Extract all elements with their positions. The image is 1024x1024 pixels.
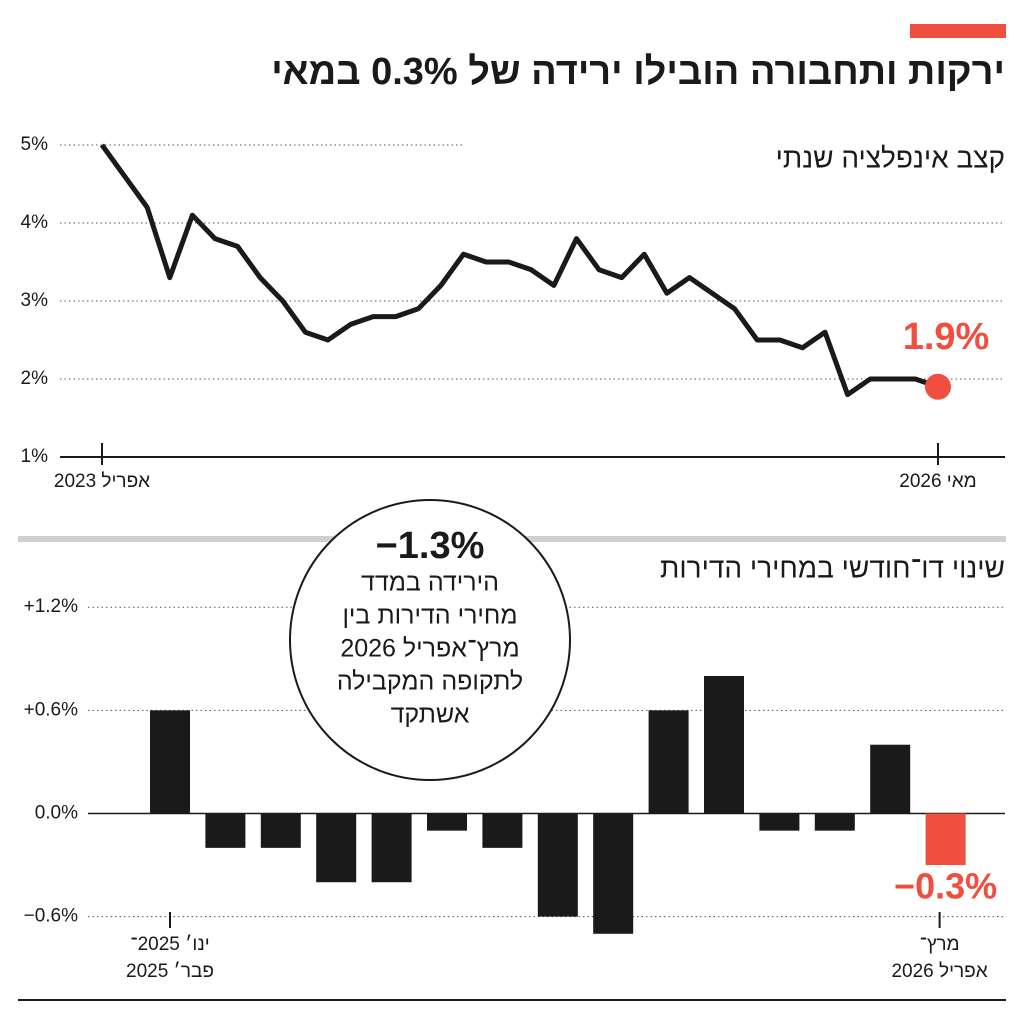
x-tick-label: אפריל 2023	[54, 471, 150, 492]
y-tick-label: 1%	[21, 446, 49, 467]
chart-title: קצב אינפלציה שנתי	[776, 142, 1005, 173]
bar	[704, 675, 744, 814]
bar	[316, 813, 357, 883]
value-label: 1.9%	[903, 316, 990, 358]
highlight-point	[925, 373, 951, 400]
value-label: −0.3%	[894, 866, 997, 907]
bar	[593, 813, 634, 934]
bar	[759, 813, 800, 831]
bar	[925, 813, 966, 866]
annotation-circle	[289, 499, 571, 781]
y-tick-label: 2%	[21, 368, 49, 389]
annotation-text: מחירי הדירות בין	[342, 602, 517, 630]
accent-bar	[910, 24, 1006, 38]
x-tick-label: מאי 2026	[899, 471, 976, 492]
annotation-value: −1.3%	[376, 525, 485, 567]
chart-title: שינוי דו־חודשי במחירי הדירות	[660, 552, 1005, 583]
bar	[648, 710, 689, 814]
inflation-line	[99, 143, 939, 398]
bar	[427, 813, 467, 831]
y-tick-label: −0.6%	[24, 906, 79, 927]
y-tick-label: 5%	[21, 134, 49, 155]
x-tick-label: מרץ־	[920, 934, 960, 955]
y-tick-label: +1.2%	[24, 596, 79, 617]
y-tick-label: 0.0%	[35, 802, 78, 823]
x-tick-label: ינו׳ 2025־	[130, 934, 209, 955]
x-tick-label: פבר׳ 2025	[126, 961, 214, 982]
bar	[537, 813, 578, 917]
x-tick-label: אפריל 2026	[891, 961, 987, 982]
annotation-text: מרץ־אפריל 2026	[340, 635, 519, 663]
y-tick-label: 4%	[21, 212, 49, 233]
annotation-text: הירידה במדד	[361, 569, 499, 597]
annotation-text: אשתקד	[391, 701, 470, 729]
bar	[260, 813, 301, 848]
bar	[870, 744, 911, 814]
bar	[205, 813, 246, 848]
bar	[150, 710, 190, 814]
bar	[371, 813, 412, 883]
bar	[482, 813, 523, 848]
y-tick-label: +0.6%	[24, 699, 79, 720]
page-title: ירקות ותחבורה הובילו ירידה של 0.3% במאי	[271, 51, 1005, 93]
annotation-text: לתקופה המקבילה	[337, 668, 523, 696]
bar	[814, 813, 855, 831]
y-tick-label: 3%	[21, 290, 49, 311]
